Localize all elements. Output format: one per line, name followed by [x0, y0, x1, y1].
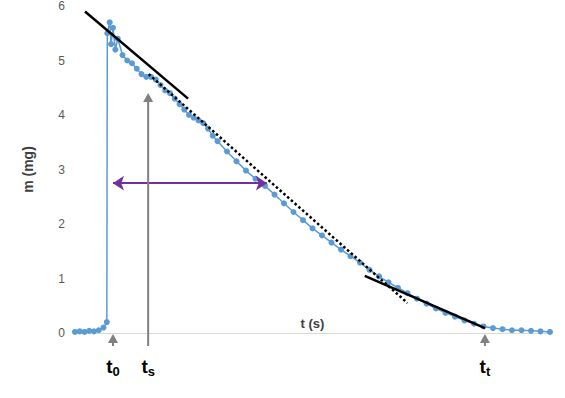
svg-text:3: 3 — [58, 163, 65, 177]
svg-text:t (s): t (s) — [301, 316, 325, 331]
svg-text:2: 2 — [58, 217, 65, 231]
svg-text:0: 0 — [113, 364, 120, 379]
svg-text:m (mg): m (mg) — [20, 146, 36, 193]
svg-text:t: t — [141, 356, 148, 377]
svg-text:4: 4 — [58, 108, 65, 122]
svg-text:s: s — [148, 364, 155, 379]
svg-text:0: 0 — [58, 326, 65, 340]
svg-text:5: 5 — [58, 54, 65, 68]
svg-text:t: t — [486, 364, 491, 379]
svg-text:t: t — [106, 356, 113, 377]
svg-text:t: t — [479, 356, 486, 377]
svg-text:1: 1 — [58, 272, 65, 286]
svg-text:6: 6 — [58, 0, 65, 13]
